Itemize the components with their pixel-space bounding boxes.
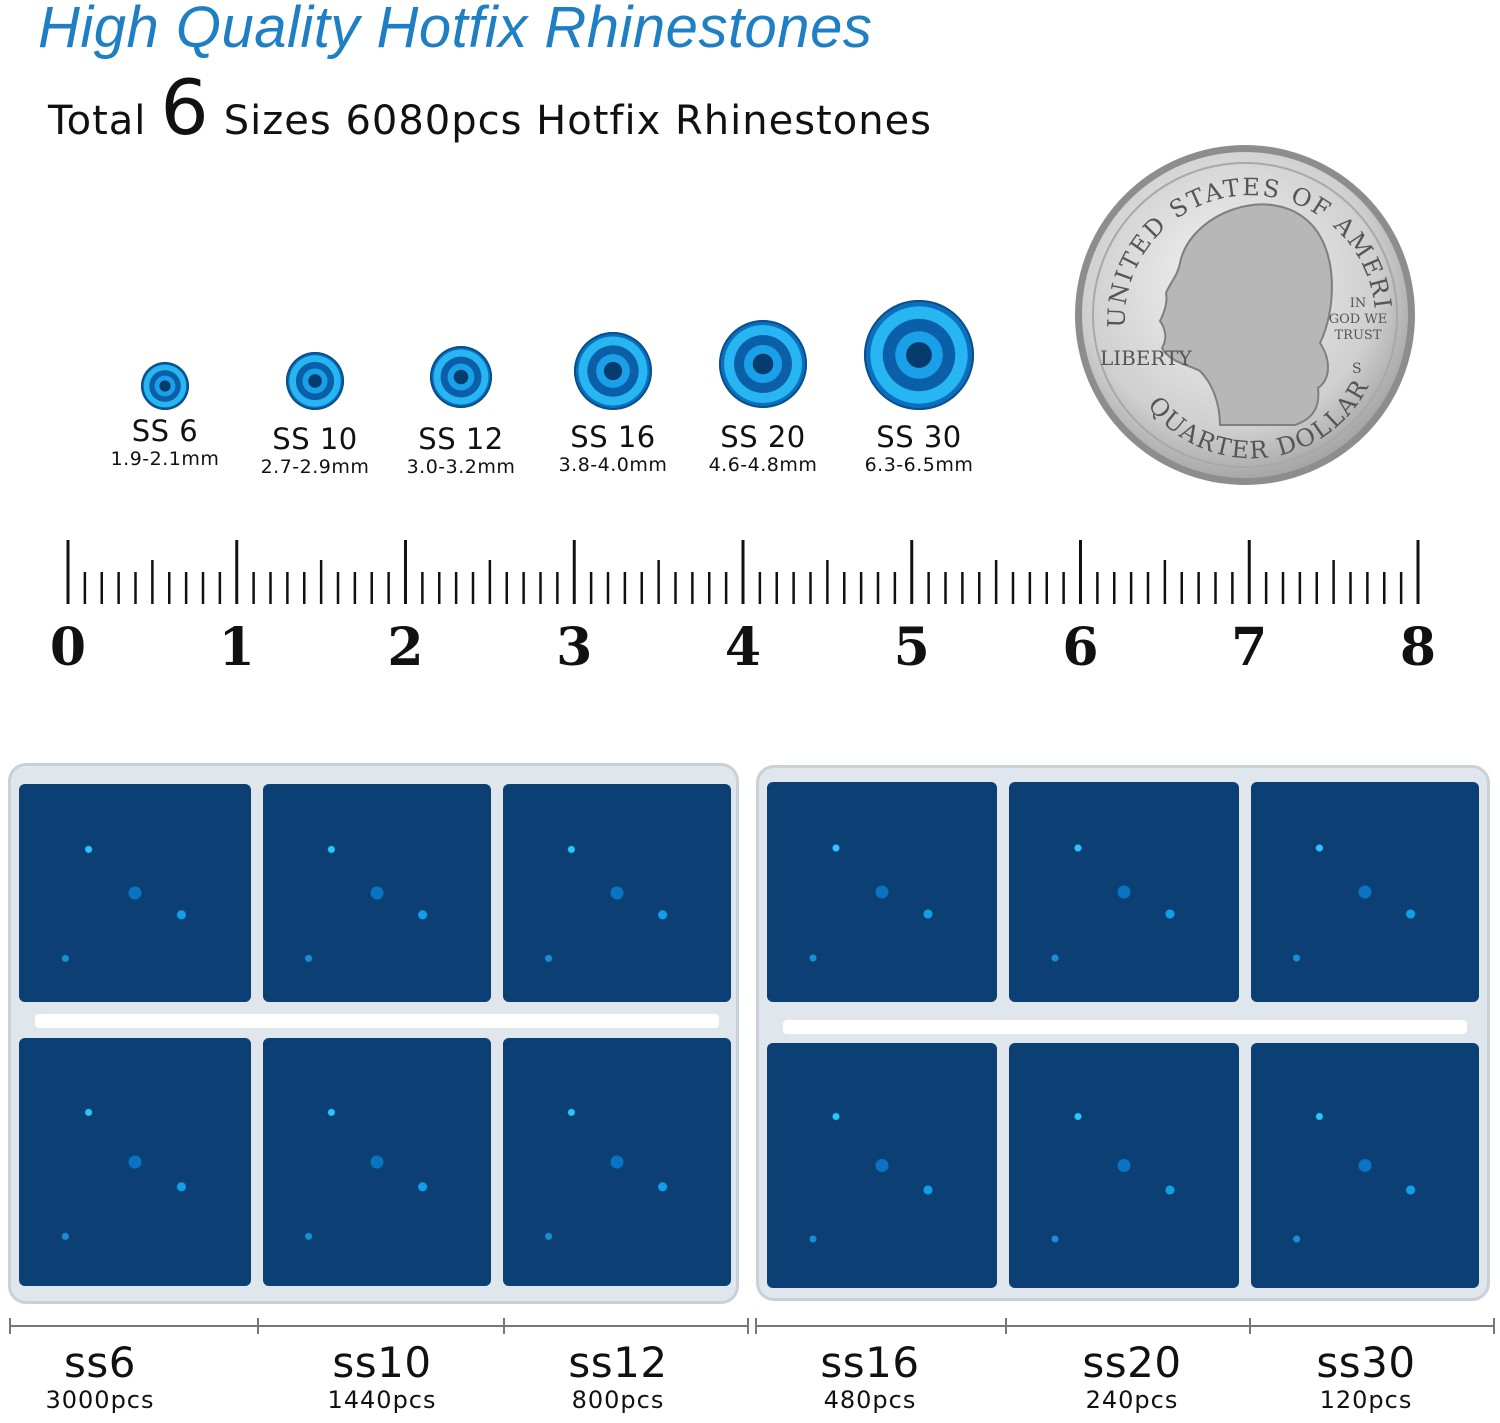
compartment-ss16-bottom [767, 1043, 997, 1288]
compartment-ss20-bottom [1009, 1043, 1239, 1288]
tray-divider [783, 1020, 1467, 1034]
stone-label: SS 30 [876, 420, 962, 454]
stone-size: 3.0-3.2mm [406, 456, 516, 478]
pack-ss10: ss10 1440pcs [282, 1338, 482, 1415]
stone-label: SS 12 [418, 422, 504, 456]
pack-name: ss6 [64, 1338, 136, 1387]
coin-motto-2: GOD WE [1329, 312, 1387, 327]
pack-ss20: ss20 240pcs [1032, 1338, 1232, 1415]
pack-name: ss30 [1316, 1338, 1416, 1387]
subtitle-description: Sizes 6080pcs Hotfix Rhinestones [223, 98, 933, 144]
compartment-ss6-top [19, 784, 251, 1002]
compartment-ss6-bottom [19, 1038, 251, 1286]
ruler-numbers: 0 1 2 3 4 5 6 7 8 [50, 617, 1436, 678]
compartment-ss30-top [1251, 782, 1479, 1002]
coin-motto-1: IN [1350, 296, 1367, 311]
pack-count: 800pcs [571, 1386, 665, 1414]
pack-ss30: ss30 120pcs [1266, 1338, 1466, 1415]
rhinestone-icon [286, 352, 344, 410]
ruler-number: 7 [1231, 617, 1267, 678]
tray-divider [35, 1014, 719, 1028]
pack-ss16: ss16 480pcs [770, 1338, 970, 1415]
stone-ss6: SS 6 1.9-2.1mm [90, 362, 240, 470]
coin-liberty: LIBERTY [1100, 346, 1193, 370]
pack-count: 1440pcs [327, 1386, 437, 1414]
pack-count: 120pcs [1319, 1386, 1413, 1414]
stone-size: 6.3-6.5mm [864, 454, 974, 476]
coin-mint-mark: S [1352, 361, 1362, 377]
compartment-ss12-top [503, 784, 731, 1002]
pack-name: ss10 [332, 1338, 432, 1387]
stone-ss12: SS 12 3.0-3.2mm [386, 346, 536, 478]
compartment-ss12-bottom [503, 1038, 731, 1286]
pack-count: 240pcs [1085, 1386, 1179, 1414]
rhinestone-icon [864, 300, 974, 410]
compartment-ss10-top [263, 784, 491, 1002]
ruler-number: 6 [1062, 617, 1098, 678]
subtitle-total: Total [48, 98, 147, 144]
pack-ss12: ss12 800pcs [518, 1338, 718, 1415]
ruler-number: 1 [219, 617, 255, 678]
pack-count: 3000pcs [45, 1386, 155, 1414]
tray-measure-line [9, 1318, 1495, 1334]
coin-motto-3: TRUST [1335, 328, 1382, 343]
ruler-number: 2 [387, 617, 423, 678]
stone-ss20: SS 20 4.6-4.8mm [688, 320, 838, 476]
stone-size: 3.8-4.0mm [558, 454, 668, 476]
rhinestone-icon [141, 362, 189, 410]
pack-ss6: ss6 3000pcs [0, 1338, 200, 1415]
left-tray [8, 763, 739, 1304]
stone-size: 2.7-2.9mm [260, 456, 370, 478]
ruler-number: 3 [556, 617, 592, 678]
pack-name: ss20 [1082, 1338, 1182, 1387]
stone-ss10: SS 10 2.7-2.9mm [240, 350, 390, 478]
stone-label: SS 16 [570, 420, 656, 454]
rhinestone-icon [719, 320, 807, 408]
ruler-number: 0 [50, 617, 86, 678]
compartment-ss16-top [767, 782, 997, 1002]
stone-ss30: SS 30 6.3-6.5mm [844, 300, 994, 476]
stone-label: SS 6 [131, 414, 199, 448]
ruler-number: 5 [894, 617, 930, 678]
stone-size: 4.6-4.8mm [708, 454, 818, 476]
stone-label: SS 10 [272, 422, 358, 456]
ruler: 0 1 2 3 4 5 6 7 8 [50, 540, 1436, 678]
portrait-icon [1158, 203, 1333, 426]
quarter-dollar-coin: UNITED STATES OF AMERICA QUARTER DOLLAR … [1070, 143, 1415, 485]
subtitle-size-count: 6 [160, 63, 210, 152]
right-tray [756, 765, 1490, 1301]
stone-label: SS 20 [720, 420, 806, 454]
product-title: High Quality Hotfix Rhinestones [38, 0, 873, 60]
stone-size: 1.9-2.1mm [110, 448, 220, 470]
pack-name: ss12 [568, 1338, 668, 1387]
ruler-number: 8 [1400, 617, 1436, 678]
stone-ss16: SS 16 3.8-4.0mm [538, 332, 688, 476]
ruler-number: 4 [725, 617, 761, 678]
compartment-ss30-bottom [1251, 1043, 1479, 1288]
compartment-ss10-bottom [263, 1038, 491, 1286]
product-subtitle: Total 6 Sizes 6080pcs Hotfix Rhinestones [48, 70, 932, 146]
pack-name: ss16 [820, 1338, 920, 1387]
compartment-ss20-top [1009, 782, 1239, 1002]
ruler-ticks [66, 540, 1420, 604]
pack-count: 480pcs [823, 1386, 917, 1414]
rhinestone-icon [574, 332, 652, 410]
rhinestone-icon [430, 346, 492, 408]
